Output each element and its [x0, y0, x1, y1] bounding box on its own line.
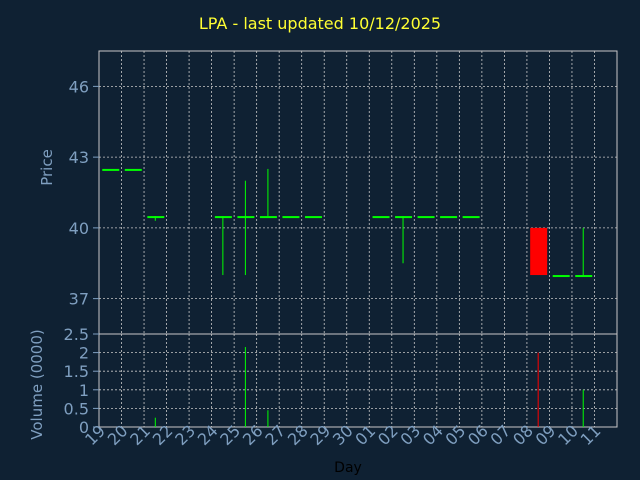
volume-plot-frame [98, 333, 618, 428]
price-candle-body [552, 275, 570, 278]
price-candle-body [372, 216, 390, 219]
price-candle-body [440, 216, 458, 219]
volume-tick-label: 0 [79, 418, 89, 437]
volume-axis-label: Volume (0000) [28, 329, 46, 439]
price-candle-body [282, 216, 300, 219]
price-candle-body [124, 168, 142, 171]
price-tick-label: 40 [69, 219, 89, 238]
x-axis: 1920212223242526272829300102030405060708… [81, 421, 604, 476]
volume-tick-label: 0.5 [64, 399, 89, 418]
price-candle-body [462, 216, 480, 219]
x-tick-label: 11 [577, 421, 605, 449]
price-candle-body [530, 227, 548, 276]
price-candle-body [214, 216, 232, 219]
chart-title: LPA - last updated 10/12/2025 [198, 14, 442, 33]
price-candle-body [147, 216, 165, 219]
price-candle-body [575, 275, 593, 278]
price-candle-body [395, 216, 413, 219]
x-axis-label: Day [334, 460, 362, 476]
volume-panel: 00.511.522.5 Volume (0000) [28, 325, 618, 440]
price-axis-label: Price [38, 149, 56, 186]
price-plot-frame [98, 50, 618, 335]
price-candle-body [102, 168, 120, 171]
volume-tick-label: 1.5 [64, 362, 89, 381]
price-candle-body [259, 216, 277, 219]
volume-tick-label: 2.5 [64, 325, 89, 344]
price-tick-label: 43 [69, 148, 89, 167]
volume-tick-label: 2 [79, 344, 89, 363]
volume-tick-label: 1 [79, 381, 89, 400]
price-tick-label: 37 [69, 290, 89, 309]
price-candle-body [237, 216, 255, 219]
price-tick-label: 46 [69, 77, 89, 96]
price-candle-body [417, 216, 435, 219]
price-panel: 37 40 43 46 Price [38, 50, 618, 335]
price-candle-body [304, 216, 322, 219]
